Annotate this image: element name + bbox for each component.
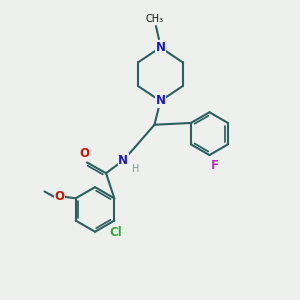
Text: Cl: Cl bbox=[110, 226, 122, 239]
Text: N: N bbox=[118, 154, 128, 167]
Text: F: F bbox=[211, 159, 219, 172]
Text: O: O bbox=[54, 190, 64, 203]
Text: CH₃: CH₃ bbox=[146, 14, 164, 24]
Text: N: N bbox=[155, 94, 165, 107]
Text: H: H bbox=[132, 164, 139, 174]
Text: N: N bbox=[155, 41, 165, 54]
Text: O: O bbox=[80, 146, 90, 160]
